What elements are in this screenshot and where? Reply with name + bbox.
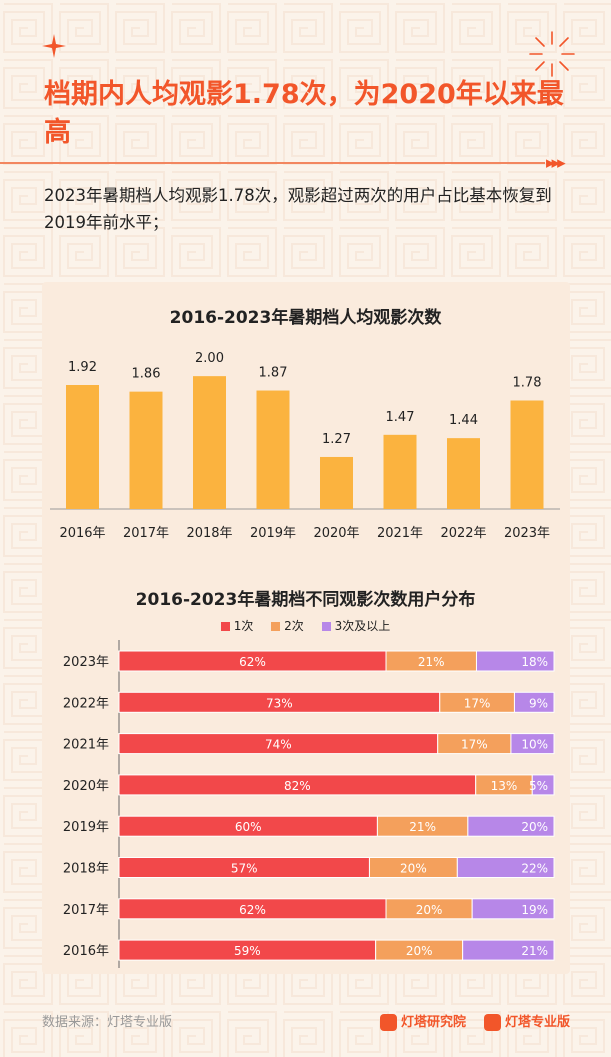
page-subtitle: 2023年暑期档人均观影1.78次，观影超过两次的用户占比基本恢复到2019年前… [44,186,552,232]
stack-value-label: 19% [521,903,548,917]
stack-segment [462,939,555,961]
logo-research-label: 灯塔研究院 [401,1015,467,1030]
logo-research: 灯塔研究院 [380,1011,466,1031]
bar [256,390,290,509]
lighthouse-pro-icon [484,1014,501,1031]
stack-category-label: 2022年 [63,696,109,711]
stack-value-label: 57% [231,862,258,876]
stack-value-label: 10% [521,738,548,752]
stack-value-label: 5% [529,779,548,793]
stack-value-label: 60% [235,820,262,834]
bar-category-label: 2023年 [504,526,550,541]
title-divider [0,162,545,164]
legend-swatch-2 [271,622,281,631]
data-source: 数据来源：灯塔专业版 [42,1015,173,1030]
stack-segment [510,733,555,755]
stack-value-label: 20% [521,820,548,834]
stack-value-label: 21% [418,655,445,669]
stack-value-label: 20% [416,903,443,917]
stack-value-label: 82% [284,779,311,793]
page-title: 档期内人均观影1.78次，为2020年以来最高 [44,79,564,148]
stack-value-label: 17% [464,696,491,710]
bar-value-label: 1.27 [322,432,351,447]
bar-value-label: 1.86 [132,367,161,382]
bar-category-label: 2016年 [59,526,105,541]
stack-category-label: 2017年 [63,903,109,918]
stacked-chart-title: 2016-2023年暑期档不同观影次数用户分布 [135,590,476,610]
bar [129,391,163,509]
stack-segment [531,774,555,796]
stacked-chart-legend: 1次 2次 3次及以上 [0,617,611,634]
legend-label-1: 1次 [233,619,254,633]
bar [510,400,544,509]
logo-pro: 灯塔专业版 [484,1011,570,1031]
firework-icon [529,31,575,77]
stack-value-label: 9% [529,696,548,710]
logo-pro-label: 灯塔专业版 [505,1015,571,1030]
bar-category-label: 2017年 [123,526,169,541]
legend-item-3: 3次及以上 [321,617,391,634]
bar [320,456,353,509]
stack-value-label: 18% [521,655,548,669]
stack-segment [475,650,555,672]
legend-label-2: 2次 [284,619,304,633]
legend-swatch-3 [321,622,331,631]
divider-arrows: ▸▸▸ [546,153,566,173]
bar-value-label: 1.87 [259,366,288,381]
bar-value-label: 1.78 [513,376,542,391]
bar-value-label: 2.00 [195,351,224,366]
stack-value-label: 13% [491,779,518,793]
legend-item-1: 1次 [220,617,254,634]
stack-category-label: 2023年 [63,655,109,670]
bar [447,438,480,509]
sparkle-icon [42,34,66,58]
bar [66,385,99,509]
bar-category-label: 2020年 [313,526,359,541]
stack-category-label: 2021年 [63,738,109,753]
stack-value-label: 62% [239,903,266,917]
legend-item-2: 2次 [271,617,304,634]
bar [193,376,226,509]
stack-segment [471,898,555,920]
lighthouse-icon [380,1014,397,1031]
bar-category-label: 2018年 [186,526,232,541]
bar-category-label: 2022年 [440,526,486,541]
stack-segment [467,815,555,837]
stack-segment [513,691,555,713]
stack-category-label: 2019年 [63,820,109,835]
stack-value-label: 22% [521,862,548,876]
bar-value-label: 1.92 [68,360,97,375]
stack-value-label: 59% [234,944,261,958]
stack-value-label: 21% [409,820,436,834]
stack-value-label: 73% [266,696,293,710]
stack-value-label: 20% [400,862,427,876]
stack-value-label: 62% [239,655,266,669]
stack-category-label: 2018年 [63,862,109,877]
bar-value-label: 1.44 [449,413,478,428]
bar-chart-title: 2016-2023年暑期档人均观影次数 [169,308,442,328]
stack-category-label: 2020年 [63,779,109,794]
stack-category-label: 2016年 [63,944,109,959]
stack-value-label: 21% [521,944,548,958]
bar [383,434,417,509]
stack-value-label: 74% [265,738,292,752]
stack-segment [456,857,555,878]
bar-category-label: 2019年 [250,526,296,541]
legend-label-3: 3次及以上 [334,619,391,633]
bar-category-label: 2021年 [377,526,423,541]
legend-swatch-1 [220,622,230,631]
stack-value-label: 17% [461,738,488,752]
stack-value-label: 20% [406,944,433,958]
bar-value-label: 1.47 [386,410,415,425]
